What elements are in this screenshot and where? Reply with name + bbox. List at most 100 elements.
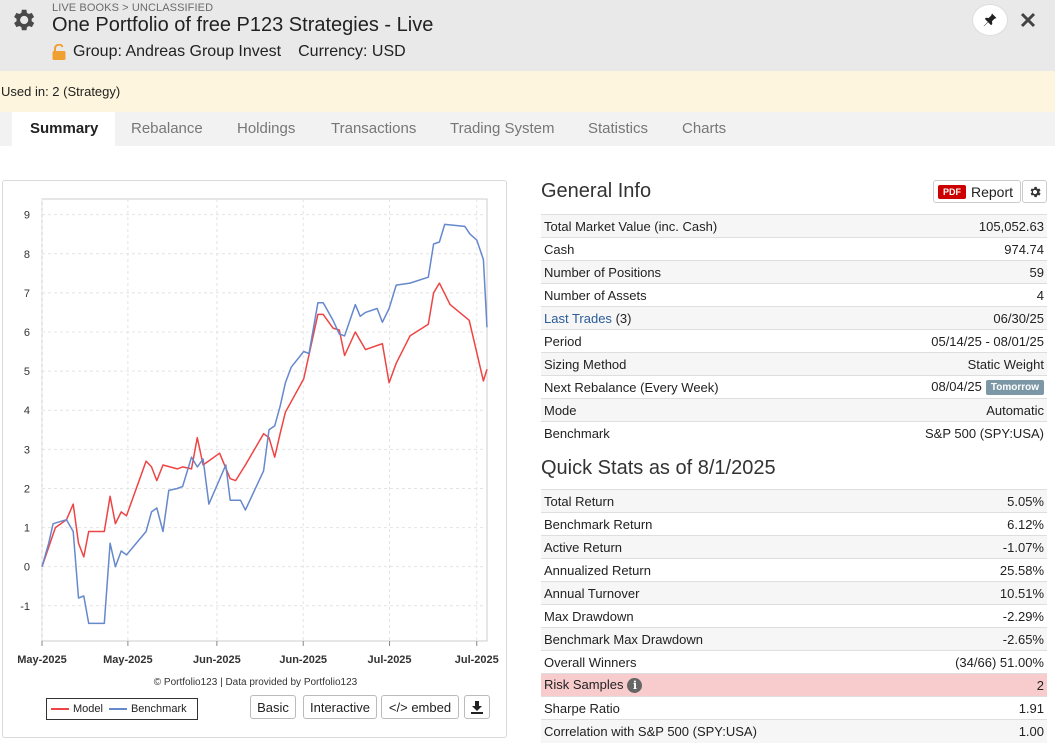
- row-label: Annual Turnover: [541, 581, 894, 605]
- chart-legend: Model Benchmark: [46, 698, 198, 720]
- y-tick-label: -1: [20, 601, 30, 613]
- row-label: Active Return: [541, 535, 894, 559]
- row-value: 6.12%: [893, 512, 1047, 536]
- row-label: Number of Assets: [541, 283, 841, 307]
- row-value: 105,052.63: [840, 214, 1047, 238]
- y-tick-label: 7: [24, 288, 30, 300]
- report-label: Report: [971, 183, 1014, 200]
- row-value: Automatic: [840, 398, 1047, 422]
- row-label: Benchmark Return: [541, 512, 894, 536]
- plot-area: [41, 198, 488, 642]
- row-value: 25.58%: [893, 558, 1047, 582]
- pdf-report-button[interactable]: PDF Report: [933, 180, 1021, 203]
- row-value: S&P 500 (SPY:USA): [840, 421, 1047, 445]
- row-value: 5.05%: [893, 489, 1047, 513]
- page-title: One Portfolio of free P123 Strategies - …: [52, 14, 434, 36]
- pin-button[interactable]: [972, 4, 1008, 36]
- download-button[interactable]: [464, 695, 490, 719]
- table-row: Sizing Method Static Weight: [541, 352, 1047, 376]
- x-tick-label: Jul-2025: [368, 654, 412, 666]
- table-row: Total Return 5.05%: [541, 489, 1047, 513]
- row-value: 1.91: [893, 696, 1047, 720]
- report-settings-button[interactable]: [1022, 180, 1047, 203]
- performance-chart-panel: -1 0 1 2 3 4 5 6 7 8 9 May-2025 May-2025 Jun-2025 Jun-…: [2, 180, 507, 738]
- row-value: (34/66) 51.00%: [893, 650, 1047, 674]
- tab-summary[interactable]: Summary: [12, 112, 115, 146]
- x-tick-label: Jul-2025: [455, 654, 499, 666]
- row-label: Mode: [541, 398, 841, 422]
- table-row: Overall Winners (34/66) 51.00%: [541, 650, 1047, 674]
- row-label: Sizing Method: [541, 352, 841, 376]
- chart-credit: © Portfolio123 | Data provided by Portfo…: [153, 677, 358, 688]
- group-label: Group: Andreas Group Invest: [73, 43, 282, 60]
- row-label: Total Return: [541, 489, 894, 513]
- legend-model-label: Model: [73, 703, 103, 715]
- info-icon[interactable]: i: [627, 678, 643, 693]
- tab-rebalance[interactable]: Rebalance: [131, 120, 203, 137]
- positions-count-link[interactable]: 59: [840, 260, 1047, 284]
- x-tick-label: Jun-2025: [279, 654, 327, 666]
- tab-trading-system[interactable]: Trading System: [450, 120, 555, 137]
- row-label: Overall Winners: [541, 650, 894, 674]
- row-label: Cash: [541, 237, 841, 261]
- settings-gear-icon[interactable]: [9, 6, 37, 34]
- table-row: Mode Automatic: [541, 398, 1047, 422]
- last-trades-link[interactable]: Last Trades: [544, 310, 612, 326]
- row-label: Period: [541, 329, 841, 353]
- unlocked-padlock-icon[interactable]: [52, 44, 66, 60]
- table-row: Risk Samples i 2: [541, 673, 1047, 697]
- row-value: 974.74: [840, 237, 1047, 261]
- row-value: 05/14/25 - 08/01/25: [840, 329, 1047, 353]
- row-value: 2: [893, 673, 1047, 697]
- interactive-chart-button[interactable]: Interactive: [303, 695, 377, 719]
- legend-benchmark-swatch: [108, 708, 127, 710]
- performance-chart[interactable]: -1 0 1 2 3 4 5 6 7 8 9 May-2025 May-2025 Jun-2025 Jun-…: [3, 181, 508, 676]
- x-tick-label: May-2025: [17, 654, 67, 666]
- tab-bar: Summary Rebalance Holdings Transactions …: [0, 112, 1055, 146]
- tab-statistics[interactable]: Statistics: [588, 120, 649, 137]
- y-tick-label: 3: [24, 444, 30, 456]
- pin-icon: [983, 13, 997, 27]
- tab-holdings[interactable]: Holdings: [237, 120, 296, 137]
- y-tick-label: 2: [24, 483, 30, 495]
- legend-model-swatch: [51, 708, 69, 710]
- download-icon: [471, 701, 483, 714]
- y-tick-label: 0: [24, 562, 30, 574]
- series-line-benchmark: [41, 223, 488, 625]
- row-label: Sharpe Ratio: [541, 696, 894, 720]
- embed-button[interactable]: </> embed: [381, 695, 459, 719]
- table-row: Cash 974.74: [541, 237, 1047, 261]
- tomorrow-badge: Tomorrow: [985, 380, 1044, 395]
- number-of-positions-link[interactable]: Number of Positions: [541, 260, 841, 284]
- quick-stats-title: Quick Stats as of 8/1/2025: [541, 457, 776, 479]
- table-row: Benchmark Max Drawdown -2.65%: [541, 627, 1047, 651]
- last-trade-date-link[interactable]: 06/30/25: [840, 306, 1047, 330]
- table-row: Active Return -1.07%: [541, 535, 1047, 559]
- row-value: 1.00: [893, 719, 1047, 743]
- close-button[interactable]: [1016, 8, 1040, 32]
- general-info-table: Total Market Value (inc. Cash) 105,052.63…: [541, 214, 1047, 445]
- table-row: Period 05/14/25 - 08/01/25: [541, 329, 1047, 353]
- x-tick-label: May-2025: [103, 654, 153, 666]
- basic-chart-button[interactable]: Basic: [250, 695, 296, 719]
- tab-transactions[interactable]: Transactions: [331, 120, 417, 137]
- row-label: Risk Samples: [544, 677, 624, 692]
- tab-charts[interactable]: Charts: [682, 120, 727, 137]
- row-value: 10.51%: [893, 581, 1047, 605]
- legend-benchmark[interactable]: Benchmark: [108, 703, 187, 715]
- row-value: 4: [840, 283, 1047, 307]
- used-in-banner[interactable]: Used in: 2 (Strategy): [0, 71, 1055, 112]
- y-tick-label: 4: [24, 405, 30, 417]
- y-tick-label: 6: [24, 327, 30, 339]
- table-row: Benchmark Return 6.12%: [541, 512, 1047, 536]
- row-label: Next Rebalance (Every Week): [541, 375, 841, 399]
- breadcrumb[interactable]: LIVE BOOKS > UNCLASSIFIED: [52, 2, 214, 14]
- row-value: Static Weight: [840, 352, 1047, 376]
- currency-label: Currency: USD: [298, 43, 406, 60]
- table-row: Annual Turnover 10.51%: [541, 581, 1047, 605]
- last-trades-count: (3): [615, 310, 632, 326]
- portfolio-meta: Group: Andreas Group Invest Currency: US…: [52, 43, 406, 61]
- row-label: Benchmark: [541, 421, 841, 445]
- rebalance-date: 08/04/25: [931, 379, 982, 394]
- legend-model[interactable]: Model: [51, 703, 103, 715]
